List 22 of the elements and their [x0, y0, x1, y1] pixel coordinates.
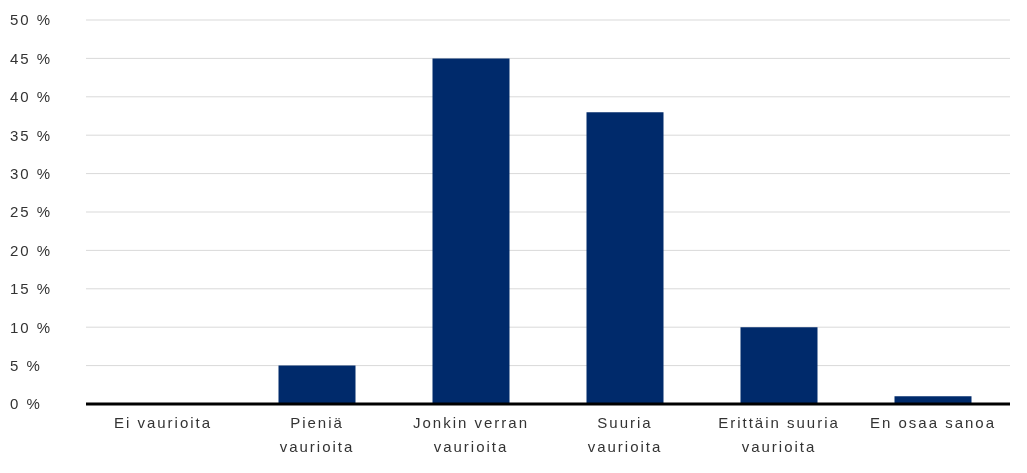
y-tick-label: 45 %	[10, 49, 53, 67]
x-tick-label: En osaa sanoa	[869, 414, 997, 431]
y-tick-label: 10 %	[10, 318, 53, 336]
y-tick-label: 35 %	[10, 126, 53, 144]
y-tick-label: 40 %	[10, 88, 53, 106]
bar	[740, 327, 818, 404]
y-tick-label: 50 %	[10, 11, 53, 29]
x-tick-label: Pieniä vaurioita	[279, 414, 355, 455]
bar	[586, 112, 664, 404]
y-tick-label: 25 %	[10, 203, 53, 221]
y-tick-label: 20 %	[10, 241, 53, 259]
y-tick-label: 0 %	[10, 395, 42, 413]
y-tick-label: 5 %	[10, 356, 42, 374]
x-tick-label: Jonkin verran vaurioita	[412, 414, 530, 455]
x-tick-label: Suuria vaurioita	[587, 414, 663, 455]
bar	[432, 58, 510, 404]
x-tick-label: Erittäin suuria vaurioita	[718, 414, 840, 455]
x-tick-label: Ei vaurioita	[113, 414, 213, 431]
y-tick-label: 30 %	[10, 164, 53, 182]
bar	[894, 396, 972, 404]
bar	[278, 365, 356, 404]
y-tick-label: 15 %	[10, 280, 53, 298]
